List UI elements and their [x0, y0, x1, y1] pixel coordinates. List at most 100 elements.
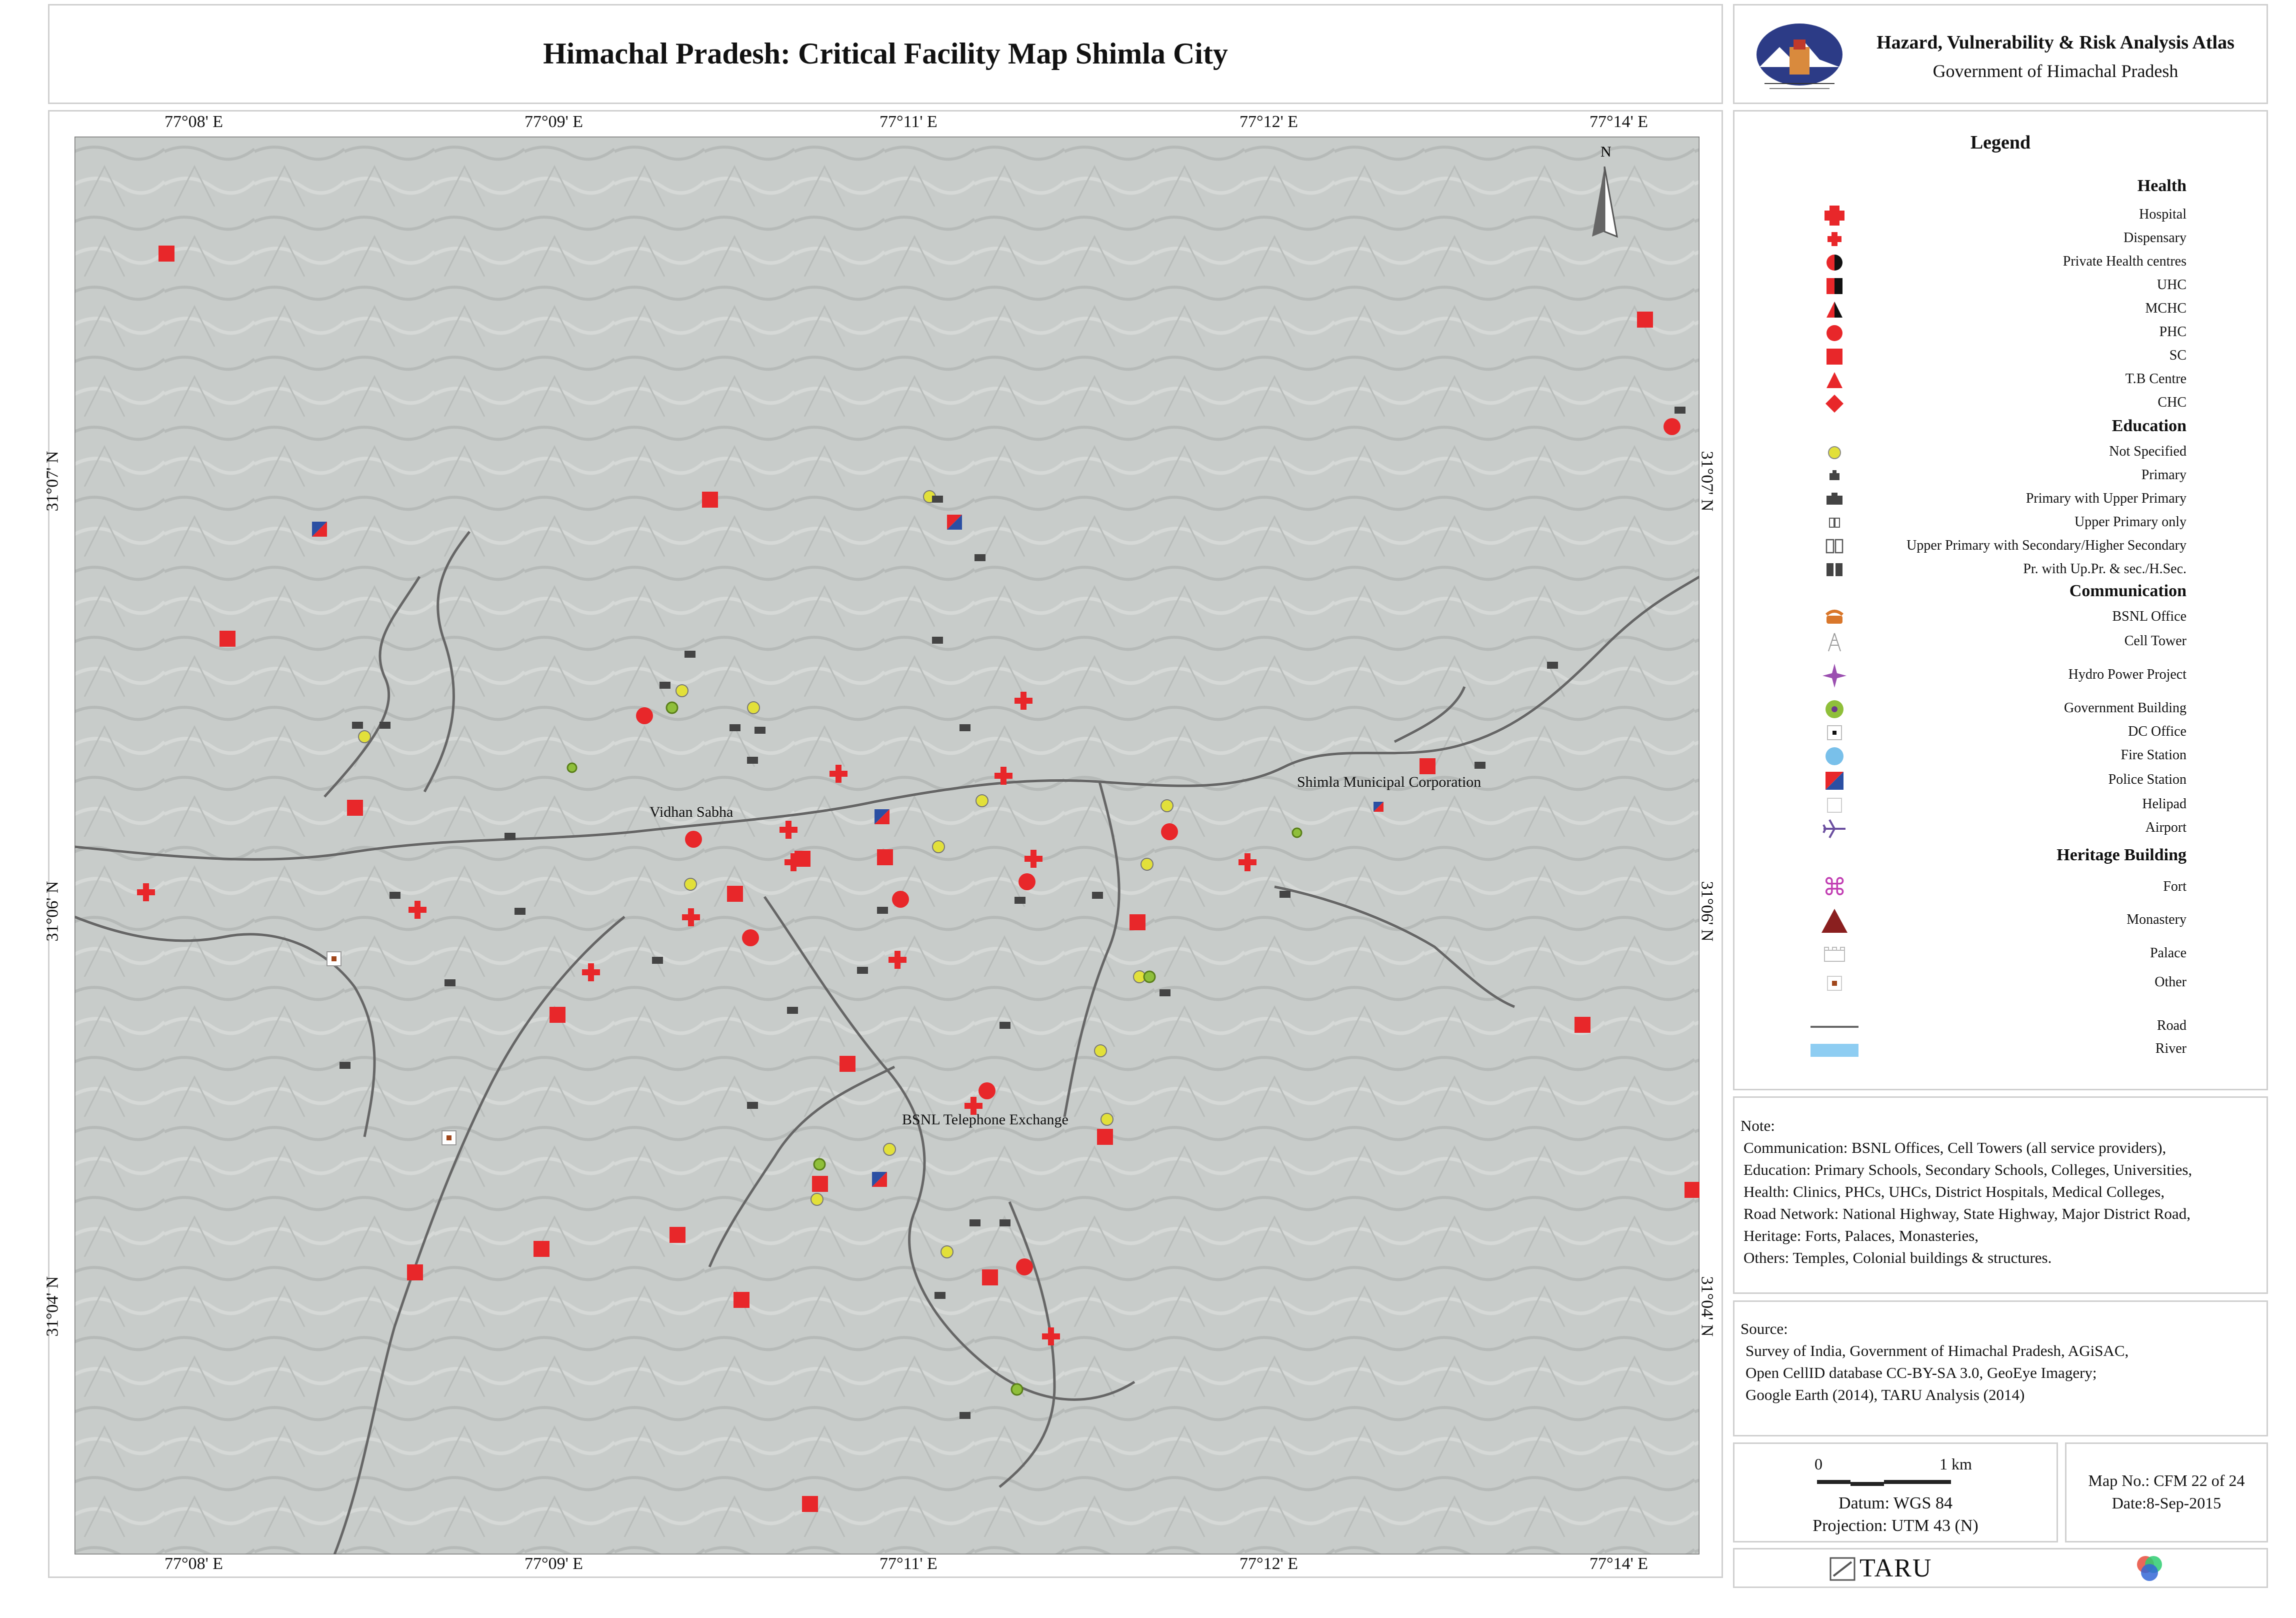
- phc-marker[interactable]: [1161, 823, 1178, 840]
- school-not-specified-marker[interactable]: [1100, 1113, 1114, 1126]
- health-cross-markers[interactable]: [137, 692, 1256, 1345]
- school-not-specified-marker[interactable]: [747, 701, 760, 714]
- hospital-marker[interactable]: [830, 765, 848, 783]
- hospital-marker[interactable]: [994, 767, 1012, 785]
- phc-marker[interactable]: [1018, 873, 1036, 890]
- sc-marker[interactable]: [550, 1007, 566, 1023]
- school-marker[interactable]: [380, 722, 390, 729]
- sc-marker[interactable]: [812, 1176, 828, 1192]
- school-not-specified-marker[interactable]: [932, 840, 945, 853]
- school-marker[interactable]: [730, 724, 740, 731]
- school-marker[interactable]: [390, 892, 400, 899]
- other-heritage-markers[interactable]: [326, 951, 456, 1145]
- school-marker[interactable]: [1160, 989, 1170, 996]
- school-marker[interactable]: [932, 496, 943, 503]
- hospital-marker[interactable]: [408, 901, 426, 919]
- health-sc-markers[interactable]: [158, 246, 1700, 1512]
- school-marker[interactable]: [444, 979, 456, 986]
- school-not-specified-marker[interactable]: [676, 684, 688, 697]
- government-building-marker[interactable]: [1292, 827, 1302, 838]
- sc-marker[interactable]: [702, 492, 718, 508]
- school-marker[interactable]: [340, 1062, 350, 1069]
- other-heritage-marker[interactable]: [326, 951, 342, 966]
- hospital-marker[interactable]: [1014, 692, 1032, 710]
- hospital-marker[interactable]: [1042, 1327, 1060, 1345]
- school-not-specified-marker[interactable]: [810, 1193, 824, 1206]
- sc-marker[interactable]: [727, 886, 743, 902]
- school-marker[interactable]: [514, 908, 526, 915]
- sc-marker[interactable]: [840, 1056, 856, 1072]
- phc-marker[interactable]: [892, 891, 909, 908]
- school-marker[interactable]: [652, 957, 663, 964]
- hospital-marker[interactable]: [1024, 850, 1042, 868]
- map-canvas[interactable]: Vidhan Sabha Shimla Municipal Corporatio…: [74, 137, 1700, 1554]
- sc-marker[interactable]: [877, 849, 893, 865]
- school-marker[interactable]: [877, 907, 888, 914]
- other-heritage-marker[interactable]: [442, 1130, 456, 1145]
- government-building-marker[interactable]: [566, 762, 578, 773]
- police-station-marker[interactable]: [872, 1172, 887, 1187]
- school-marker[interactable]: [1000, 1219, 1010, 1226]
- government-building-marker[interactable]: [666, 701, 678, 714]
- sc-marker[interactable]: [1684, 1182, 1700, 1198]
- school-marker[interactable]: [932, 637, 943, 644]
- school-not-specified-marker[interactable]: [684, 878, 697, 891]
- school-marker[interactable]: [504, 833, 516, 840]
- school-marker[interactable]: [960, 1412, 970, 1419]
- health-phc-markers[interactable]: [636, 418, 1680, 1275]
- phc-marker[interactable]: [742, 929, 759, 946]
- hospital-marker[interactable]: [1238, 853, 1256, 871]
- government-building-markers[interactable]: [566, 701, 1302, 1396]
- phc-marker[interactable]: [1664, 418, 1680, 435]
- school-markers[interactable]: [340, 407, 1686, 1419]
- police-station-marker[interactable]: [874, 809, 890, 824]
- school-not-specified-marker[interactable]: [358, 730, 371, 743]
- school-marker[interactable]: [747, 1102, 758, 1109]
- sc-marker[interactable]: [1130, 914, 1146, 930]
- school-marker[interactable]: [934, 1292, 946, 1299]
- sc-marker[interactable]: [220, 631, 236, 647]
- government-building-marker[interactable]: [813, 1158, 826, 1171]
- sc-marker[interactable]: [1637, 312, 1653, 328]
- hospital-marker[interactable]: [582, 963, 600, 981]
- hospital-marker[interactable]: [784, 853, 802, 871]
- police-station-marker[interactable]: [947, 515, 962, 530]
- police-station-markers[interactable]: [312, 515, 1384, 1187]
- sc-marker[interactable]: [982, 1269, 998, 1285]
- sc-marker[interactable]: [407, 1264, 423, 1280]
- government-building-marker[interactable]: [1010, 1383, 1024, 1396]
- school-marker[interactable]: [660, 682, 670, 689]
- school-marker[interactable]: [754, 727, 766, 734]
- sc-marker[interactable]: [1420, 758, 1436, 774]
- school-marker[interactable]: [857, 967, 868, 974]
- hospital-marker[interactable]: [780, 821, 798, 839]
- school-marker[interactable]: [1280, 891, 1290, 898]
- hospital-marker[interactable]: [964, 1097, 982, 1115]
- hospital-marker[interactable]: [888, 951, 906, 969]
- school-not-specified-marker[interactable]: [883, 1143, 896, 1156]
- school-marker[interactable]: [1674, 407, 1686, 414]
- hospital-marker[interactable]: [137, 883, 155, 901]
- school-marker[interactable]: [1014, 897, 1026, 904]
- government-building-marker[interactable]: [1143, 970, 1156, 983]
- school-marker[interactable]: [1000, 1022, 1010, 1029]
- sc-marker[interactable]: [1097, 1129, 1113, 1145]
- police-station-marker[interactable]: [312, 522, 327, 537]
- school-marker[interactable]: [1547, 662, 1558, 669]
- phc-marker[interactable]: [1016, 1258, 1033, 1275]
- school-not-specified-marker[interactable]: [976, 794, 988, 807]
- school-marker[interactable]: [970, 1219, 980, 1226]
- sc-marker[interactable]: [534, 1241, 550, 1257]
- school-marker[interactable]: [684, 651, 696, 658]
- sc-marker[interactable]: [347, 800, 363, 816]
- phc-marker[interactable]: [636, 707, 653, 724]
- school-not-specified-marker[interactable]: [1140, 858, 1154, 871]
- phc-marker[interactable]: [685, 831, 702, 848]
- school-not-specified-marker[interactable]: [1094, 1044, 1107, 1057]
- school-marker[interactable]: [787, 1007, 798, 1014]
- school-marker[interactable]: [1474, 762, 1486, 769]
- sc-marker[interactable]: [1574, 1017, 1590, 1033]
- police-station-marker[interactable]: [1374, 802, 1384, 812]
- sc-marker[interactable]: [158, 246, 174, 262]
- hospital-marker[interactable]: [682, 908, 700, 926]
